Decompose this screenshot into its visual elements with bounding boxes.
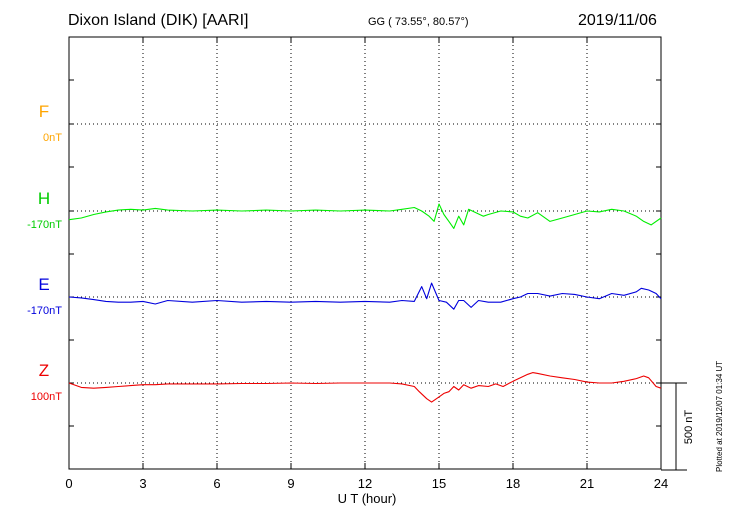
axis-labels: 0 3 6 9 12 15 18 21 24 500 nT U T (hour) F 0nT H -170n… xyxy=(27,102,695,506)
station-title: Dixon Island (DIK) [AARI] xyxy=(68,12,249,29)
baseline-label-e: -170nT xyxy=(27,305,62,317)
plot-frame xyxy=(68,36,687,471)
baseline-label-z: 100nT xyxy=(31,391,62,403)
plot-date: 2019/11/06 xyxy=(578,12,657,29)
station-coordinates: GG ( 73.55°, 80.57°) xyxy=(368,16,469,28)
x-tick-label: 24 xyxy=(654,476,668,491)
x-tick-label: 6 xyxy=(213,476,220,491)
trace-z xyxy=(68,372,662,403)
plot-traces xyxy=(68,203,662,403)
x-tick-label: 0 xyxy=(65,476,72,491)
scale-bar-label: 500 nT xyxy=(683,410,695,445)
x-axis-label: U T (hour) xyxy=(338,491,397,506)
component-label-f: F xyxy=(39,102,49,121)
component-label-e: E xyxy=(38,275,49,294)
baseline-label-h: -170nT xyxy=(27,219,62,231)
x-tick-label: 9 xyxy=(287,476,294,491)
plot-grid xyxy=(69,37,661,469)
plotted-timestamp: Plotted at 2019/12/07 01:34 UT xyxy=(715,360,724,472)
component-label-h: H xyxy=(38,189,50,208)
x-tick-label: 15 xyxy=(432,476,446,491)
x-tick-label: 12 xyxy=(358,476,372,491)
x-tick-label: 18 xyxy=(506,476,520,491)
x-tick-label: 21 xyxy=(580,476,594,491)
plot-border xyxy=(68,36,662,470)
component-label-z: Z xyxy=(39,361,49,380)
trace-e xyxy=(68,282,662,310)
x-tick-label: 3 xyxy=(139,476,146,491)
trace-h xyxy=(68,203,662,229)
baseline-label-f: 0nT xyxy=(43,132,62,144)
